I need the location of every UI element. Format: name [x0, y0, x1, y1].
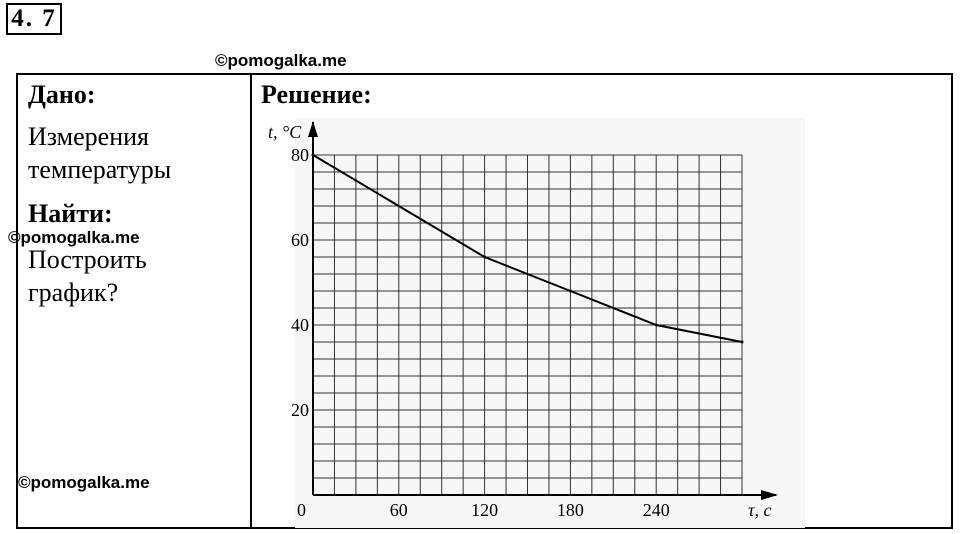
data-point [311, 153, 315, 157]
problem-number: 4. 7 [6, 3, 62, 35]
watermark-middle: ©pomogalka.me [8, 228, 140, 247]
watermark-bottom: ©pomogalka.me [18, 473, 150, 492]
x-axis-label: τ, с [748, 500, 771, 520]
origin-label: 0 [297, 500, 306, 520]
solution-heading: Решение: [261, 80, 372, 109]
given-text-line2: температуры [28, 155, 172, 184]
y-tick-label: 20 [291, 400, 309, 420]
data-point [654, 323, 658, 327]
given-text-line1: Измерения [28, 122, 149, 151]
x-tick-label: 60 [390, 500, 408, 520]
chart-paper [295, 118, 805, 528]
x-tick-label: 120 [471, 500, 498, 520]
given-heading: Дано: [28, 80, 96, 109]
x-tick-label: 180 [557, 500, 584, 520]
data-point [568, 289, 572, 293]
find-text-line2: график? [28, 278, 119, 307]
watermark-top: ©pomogalka.me [215, 51, 347, 70]
y-tick-label: 80 [291, 145, 309, 165]
data-point [740, 340, 744, 344]
y-axis-arrow [308, 121, 318, 137]
x-axis-arrow [761, 490, 778, 500]
data-point [483, 255, 487, 259]
find-heading: Найти: [28, 199, 113, 228]
y-axis-label: t, °C [268, 122, 302, 142]
find-text-line1: Построить [28, 245, 147, 274]
column-divider [250, 75, 252, 527]
y-tick-label: 40 [291, 315, 309, 335]
x-tick-label: 240 [643, 500, 670, 520]
solution-table: Дано: Измерения температуры Найти: Постр… [16, 73, 953, 529]
y-tick-label: 60 [291, 230, 309, 250]
